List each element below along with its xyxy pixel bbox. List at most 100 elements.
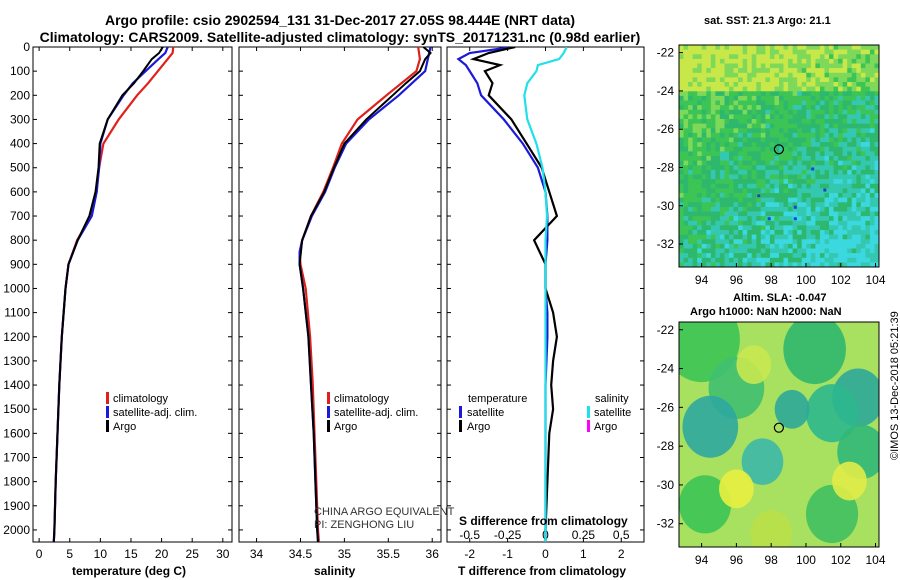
sst-cell [847, 54, 853, 60]
sst-cell [829, 234, 835, 240]
sst-cell [815, 58, 821, 65]
sst-cell [765, 100, 771, 106]
sst-cell [856, 128, 862, 134]
y-tick-label: 100 [10, 64, 30, 78]
sst-cell [860, 160, 866, 166]
sst-cell [719, 169, 725, 176]
sst-cell [806, 193, 812, 199]
sst-cell [801, 220, 807, 226]
sst-cell [874, 193, 879, 199]
sst-cell [701, 257, 707, 263]
sst-cell [783, 151, 789, 157]
sst-cell [706, 262, 712, 267]
sst-cell [815, 234, 821, 240]
sst-cell [792, 243, 798, 250]
sst-cell [783, 123, 789, 129]
sst-cell [715, 156, 721, 162]
sst-cell [688, 197, 694, 203]
sst-cell [829, 257, 835, 263]
sst-cell [869, 119, 875, 125]
sst-cell [697, 58, 703, 65]
sst-cell [829, 183, 835, 189]
sst-cell [851, 179, 857, 185]
sst-cell [806, 165, 812, 171]
sst-cell [692, 225, 698, 231]
sst-cell [697, 220, 703, 226]
sst-cell [733, 206, 739, 213]
sst-cell [751, 211, 757, 217]
sst-cell [829, 230, 835, 236]
sst-cell [747, 225, 753, 231]
sst-cell [838, 160, 844, 166]
sst-cell [719, 160, 725, 166]
sst-cell [824, 234, 830, 240]
sst-cell [801, 243, 807, 250]
sst-cell [742, 63, 748, 69]
sst-cell [719, 156, 725, 162]
sst-cell [692, 45, 698, 51]
sst-cell [679, 105, 685, 111]
sst-cell [742, 49, 748, 55]
sst-cell [683, 128, 689, 134]
sst-cell [706, 156, 712, 162]
sst-cell [774, 262, 780, 267]
sst-cell [847, 220, 853, 226]
sst-cell [788, 225, 794, 231]
sst-cell [797, 174, 803, 180]
sst-cell [706, 128, 712, 134]
sst-cell [788, 165, 794, 171]
sst-cell [715, 49, 721, 55]
sst-map-title: sat. SST: 21.3 Argo: 21.1 [704, 15, 831, 27]
sst-cell [829, 58, 835, 65]
sst-cell [742, 257, 748, 263]
sst-cell [769, 248, 775, 254]
sst-cell [701, 105, 707, 111]
sst-cell [824, 100, 830, 106]
sst-cell [769, 211, 775, 217]
sst-cell [729, 193, 735, 199]
sst-cell [774, 137, 780, 143]
map-y-tick-label: -24 [657, 362, 675, 376]
argo-position-marker [773, 422, 784, 433]
sst-cell [769, 100, 775, 106]
sst-cell [710, 82, 716, 88]
sst-cell [806, 239, 812, 245]
sst-cell [719, 132, 725, 139]
sst-cell [765, 257, 771, 263]
sst-cell [710, 253, 716, 259]
sst-cell [779, 142, 785, 148]
sst-cell [692, 165, 698, 171]
sst-cell [733, 169, 739, 176]
sst-cell [847, 179, 853, 185]
sst-cell [815, 248, 821, 254]
sst-cell [801, 105, 807, 111]
sst-cell [747, 174, 753, 180]
sst-cell [797, 188, 803, 194]
sst-cell [774, 54, 780, 60]
sst-cell [769, 165, 775, 171]
sst-cell [724, 105, 730, 111]
sst-cell [719, 257, 725, 263]
sst-cell [874, 105, 879, 111]
sst-cell [838, 165, 844, 171]
sst-cell [860, 169, 866, 176]
sst-cell [769, 160, 775, 166]
sst-cell [692, 95, 698, 102]
sst-cell [756, 68, 762, 74]
y-tick-label: 1400 [3, 378, 30, 392]
sst-cell [706, 183, 712, 189]
sst-cell [815, 253, 821, 259]
sst-cell [824, 165, 830, 171]
sst-cell [697, 211, 703, 217]
sst-cell [729, 91, 735, 97]
sst-cell [856, 160, 862, 166]
sst-cell [706, 253, 712, 259]
sst-cell [692, 230, 698, 236]
sst-cell [842, 174, 848, 180]
sst-cell [874, 169, 879, 176]
sst-cell [860, 123, 866, 129]
sst-cell [701, 216, 707, 222]
sst-cell [838, 253, 844, 259]
sst-cell [715, 169, 721, 176]
sst-cell [729, 169, 735, 176]
